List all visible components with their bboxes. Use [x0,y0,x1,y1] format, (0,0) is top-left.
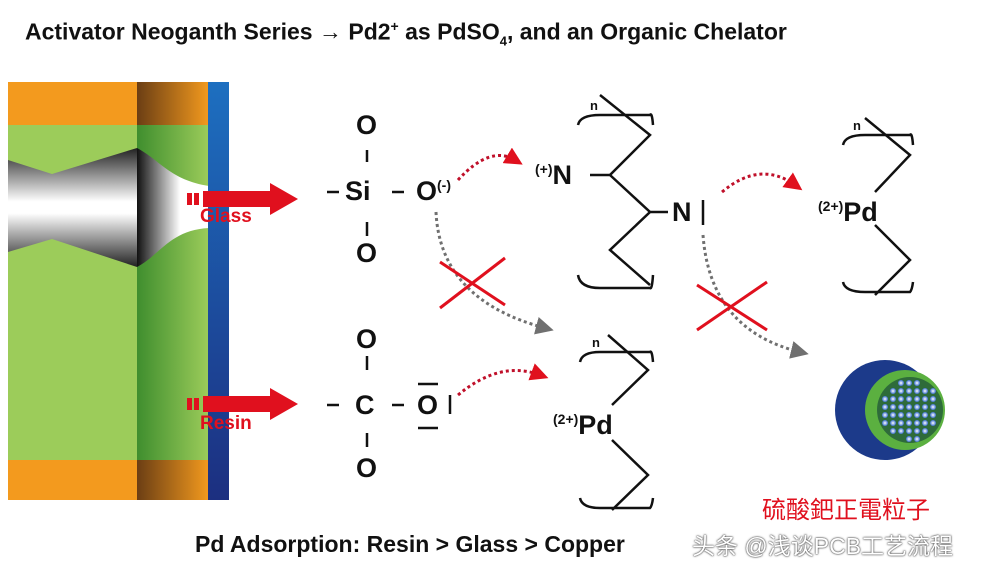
palladium-ion: (2+)Pd [818,197,878,227]
pd-atom-dot [922,396,928,402]
pd-atom-dot [906,404,912,410]
pd-atom-dot [906,420,912,426]
pd-atom-dot [930,396,936,402]
pd-atom-dot [882,420,888,426]
resin-label: Resin [200,413,252,434]
pd-atom-dot [914,436,920,442]
oxygen-anion: O(-) [416,176,452,206]
silicon-atom: Si [345,176,371,206]
watermark: 头条 @浅谈PCB工艺流程 [692,533,954,559]
repeat-n: n [853,118,861,133]
oxygen-atom: O [356,238,378,268]
amine-nitrogen: N [672,197,692,227]
title: Activator Neoganth Series → Pd2+ as PdSO… [25,18,787,49]
pd-atom-dot [914,412,920,418]
pd-atom-dot [922,428,928,434]
pd-atom-dot [930,412,936,418]
electron-arrows [434,147,809,397]
oxygen-atom: O [356,453,378,483]
pd-atom-dot [898,380,904,386]
pd-atom-dot [914,420,920,426]
glass-arrow [187,183,298,215]
pd-atom-dot [930,404,936,410]
pd-atom-dot [914,404,920,410]
pd-atom-dot [906,380,912,386]
resin-arrow [187,388,298,420]
pd-atom-dot [914,396,920,402]
carbon-atom: C [355,390,375,420]
pd-atom-dot [906,396,912,402]
pd-atom-dot [882,412,888,418]
pd-atom-dot [922,420,928,426]
pd-atom-dot [898,396,904,402]
pd-atom-dot [906,388,912,394]
caption: Pd Adsorption: Resin > Glass > Copper [195,531,625,557]
pd-particle-icon [835,360,945,460]
pd-atom-dot [882,396,888,402]
pd-atom-dot [890,412,896,418]
pd-atom-dot [898,404,904,410]
pd-atom-dot [898,412,904,418]
pd-atom-dot [890,388,896,394]
pd-atom-dot [906,428,912,434]
palladium-ion: (2+)Pd [553,410,613,440]
repeat-n: n [592,335,600,350]
pd-atom-dot [930,420,936,426]
oxygen-atom: O [356,324,378,354]
pd-atom-dot [898,420,904,426]
pd-atom-dot [914,428,920,434]
blocked-x-icons [439,256,768,332]
pd-atom-dot [890,420,896,426]
pcb-cross-section [8,82,229,500]
repeat-n: n [590,98,598,113]
pd-atom-dot [890,396,896,402]
pd-atom-dot [922,412,928,418]
pd-atom-dot [882,404,888,410]
glass-fiber-hole [8,148,137,267]
pd-atom-dot [906,436,912,442]
pd-atom-dot [914,388,920,394]
pd-atom-dot [922,388,928,394]
pd-atom-dot [890,404,896,410]
pd-atom-dot [914,380,920,386]
glass-label: Glass [200,206,252,227]
pd-atom-dot [898,388,904,394]
pd-atom-dot [930,388,936,394]
pd-atom-dot [898,428,904,434]
pd-atom-dot [890,428,896,434]
particle-label: 硫酸鈀正電粒子 [762,496,930,524]
ammonium-nitrogen: (+)N [535,160,572,190]
pd-atom-dot [906,412,912,418]
oxygen-atom: O [356,110,378,140]
bonds [327,94,915,511]
pd-atom-dot [922,404,928,410]
carboxylate-oxygen: O [417,390,439,420]
